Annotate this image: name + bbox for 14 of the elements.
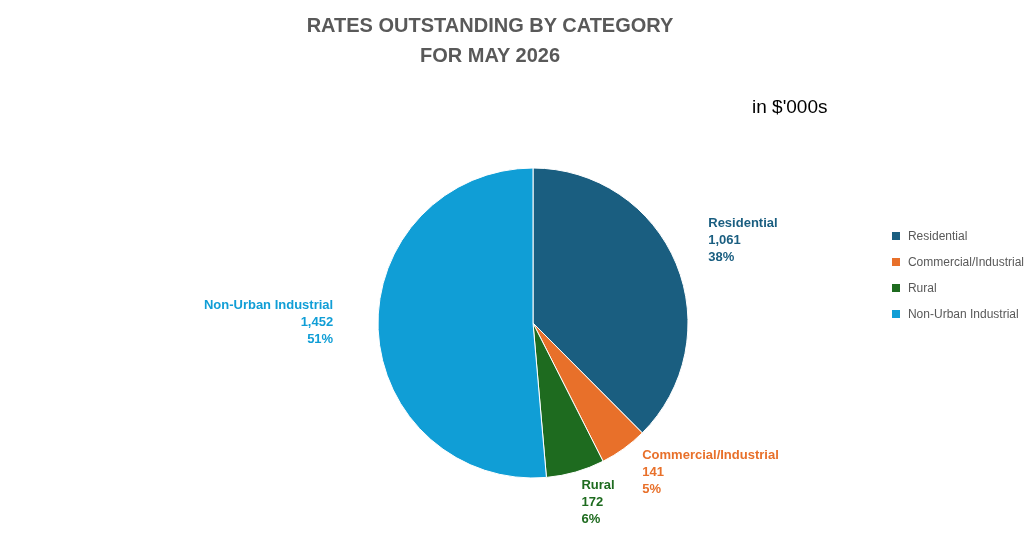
slice-label: Residential	[708, 214, 778, 230]
slice-label: Rural	[581, 476, 615, 492]
slice-label: Commercial/Industrial	[642, 447, 779, 463]
data-label: 141 5%	[642, 464, 664, 497]
legend-label: Residential	[907, 228, 968, 245]
data-label: 1,061 38%	[708, 231, 741, 264]
legend-label: Non-Urban Industrial	[907, 306, 1019, 323]
text: in $'000s	[752, 96, 828, 118]
data-label: 172 6%	[581, 493, 604, 526]
legend-label: Commercial/Industrial	[907, 254, 1024, 271]
legend-label: Rural	[907, 280, 937, 297]
slice-label: Non-Urban Industrial	[203, 297, 334, 313]
chart-title: RATES OUTSTANDING BY CATEGORY FOR MAY 2026	[305, 13, 675, 68]
data-label: 1,452 51%	[300, 314, 334, 347]
